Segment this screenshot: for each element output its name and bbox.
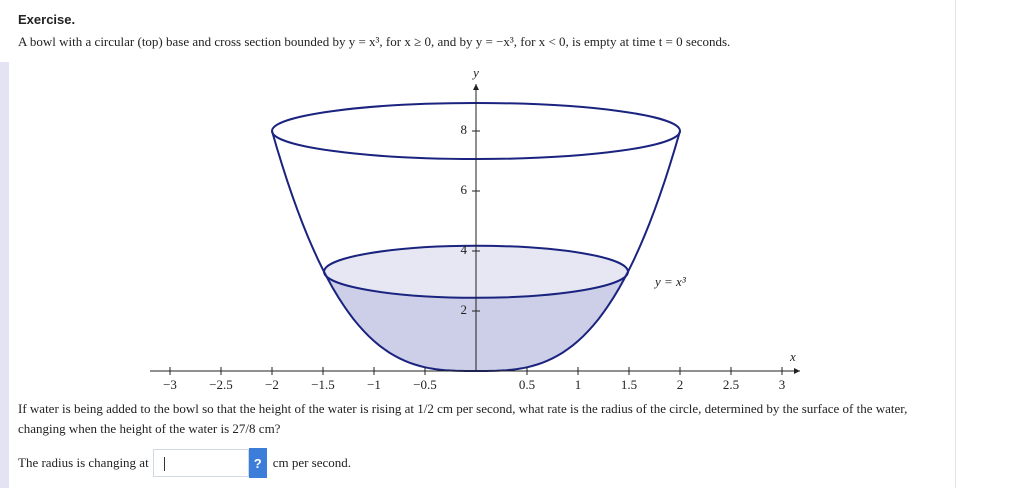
answer-prefix: The radius is changing at — [18, 455, 149, 470]
help-button[interactable]: ? — [248, 448, 267, 478]
curve-label: y = x³ — [653, 274, 687, 289]
y-tick-label: 8 — [461, 122, 468, 137]
x-tick-label: 1.5 — [621, 377, 637, 392]
y-tick-label: 2 — [461, 302, 468, 317]
y-tick-label: 6 — [461, 182, 468, 197]
answer-input[interactable] — [152, 449, 249, 477]
answer-row: The radius is changing at ? cm per secon… — [18, 447, 351, 479]
exercise-title: Exercise. — [18, 12, 76, 27]
x-tick-label: −2.5 — [209, 377, 233, 392]
x-tick-label: −1 — [367, 377, 381, 392]
x-tick-label: −3 — [163, 377, 177, 392]
question-text: If water is being added to the bowl so t… — [18, 401, 908, 436]
x-tick-label: 2.5 — [723, 377, 739, 392]
y-axis-label: y — [471, 65, 479, 80]
x-tick-label: −0.5 — [413, 377, 437, 392]
x-tick-label: 2 — [677, 377, 684, 392]
intro-text: A bowl with a circular (top) base and cr… — [18, 34, 731, 49]
exercise-panel — [9, 0, 956, 488]
x-tick-label: 0.5 — [519, 377, 535, 392]
bowl-figure: x y y = x³ −3 −2.5 −2 −1.5 −1 −0.5 0.5 1 1.5 2 2.5 3 2 4… — [150, 65, 800, 392]
side-strip — [0, 62, 9, 488]
x-tick-label: 1 — [575, 377, 582, 392]
x-tick-label: 3 — [779, 377, 786, 392]
answer-suffix: cm per second. — [272, 455, 352, 470]
x-tick-label: −2 — [265, 377, 279, 392]
x-tick-label: −1.5 — [311, 377, 335, 392]
x-axis-label: x — [789, 349, 796, 364]
y-tick-label: 4 — [461, 242, 468, 257]
